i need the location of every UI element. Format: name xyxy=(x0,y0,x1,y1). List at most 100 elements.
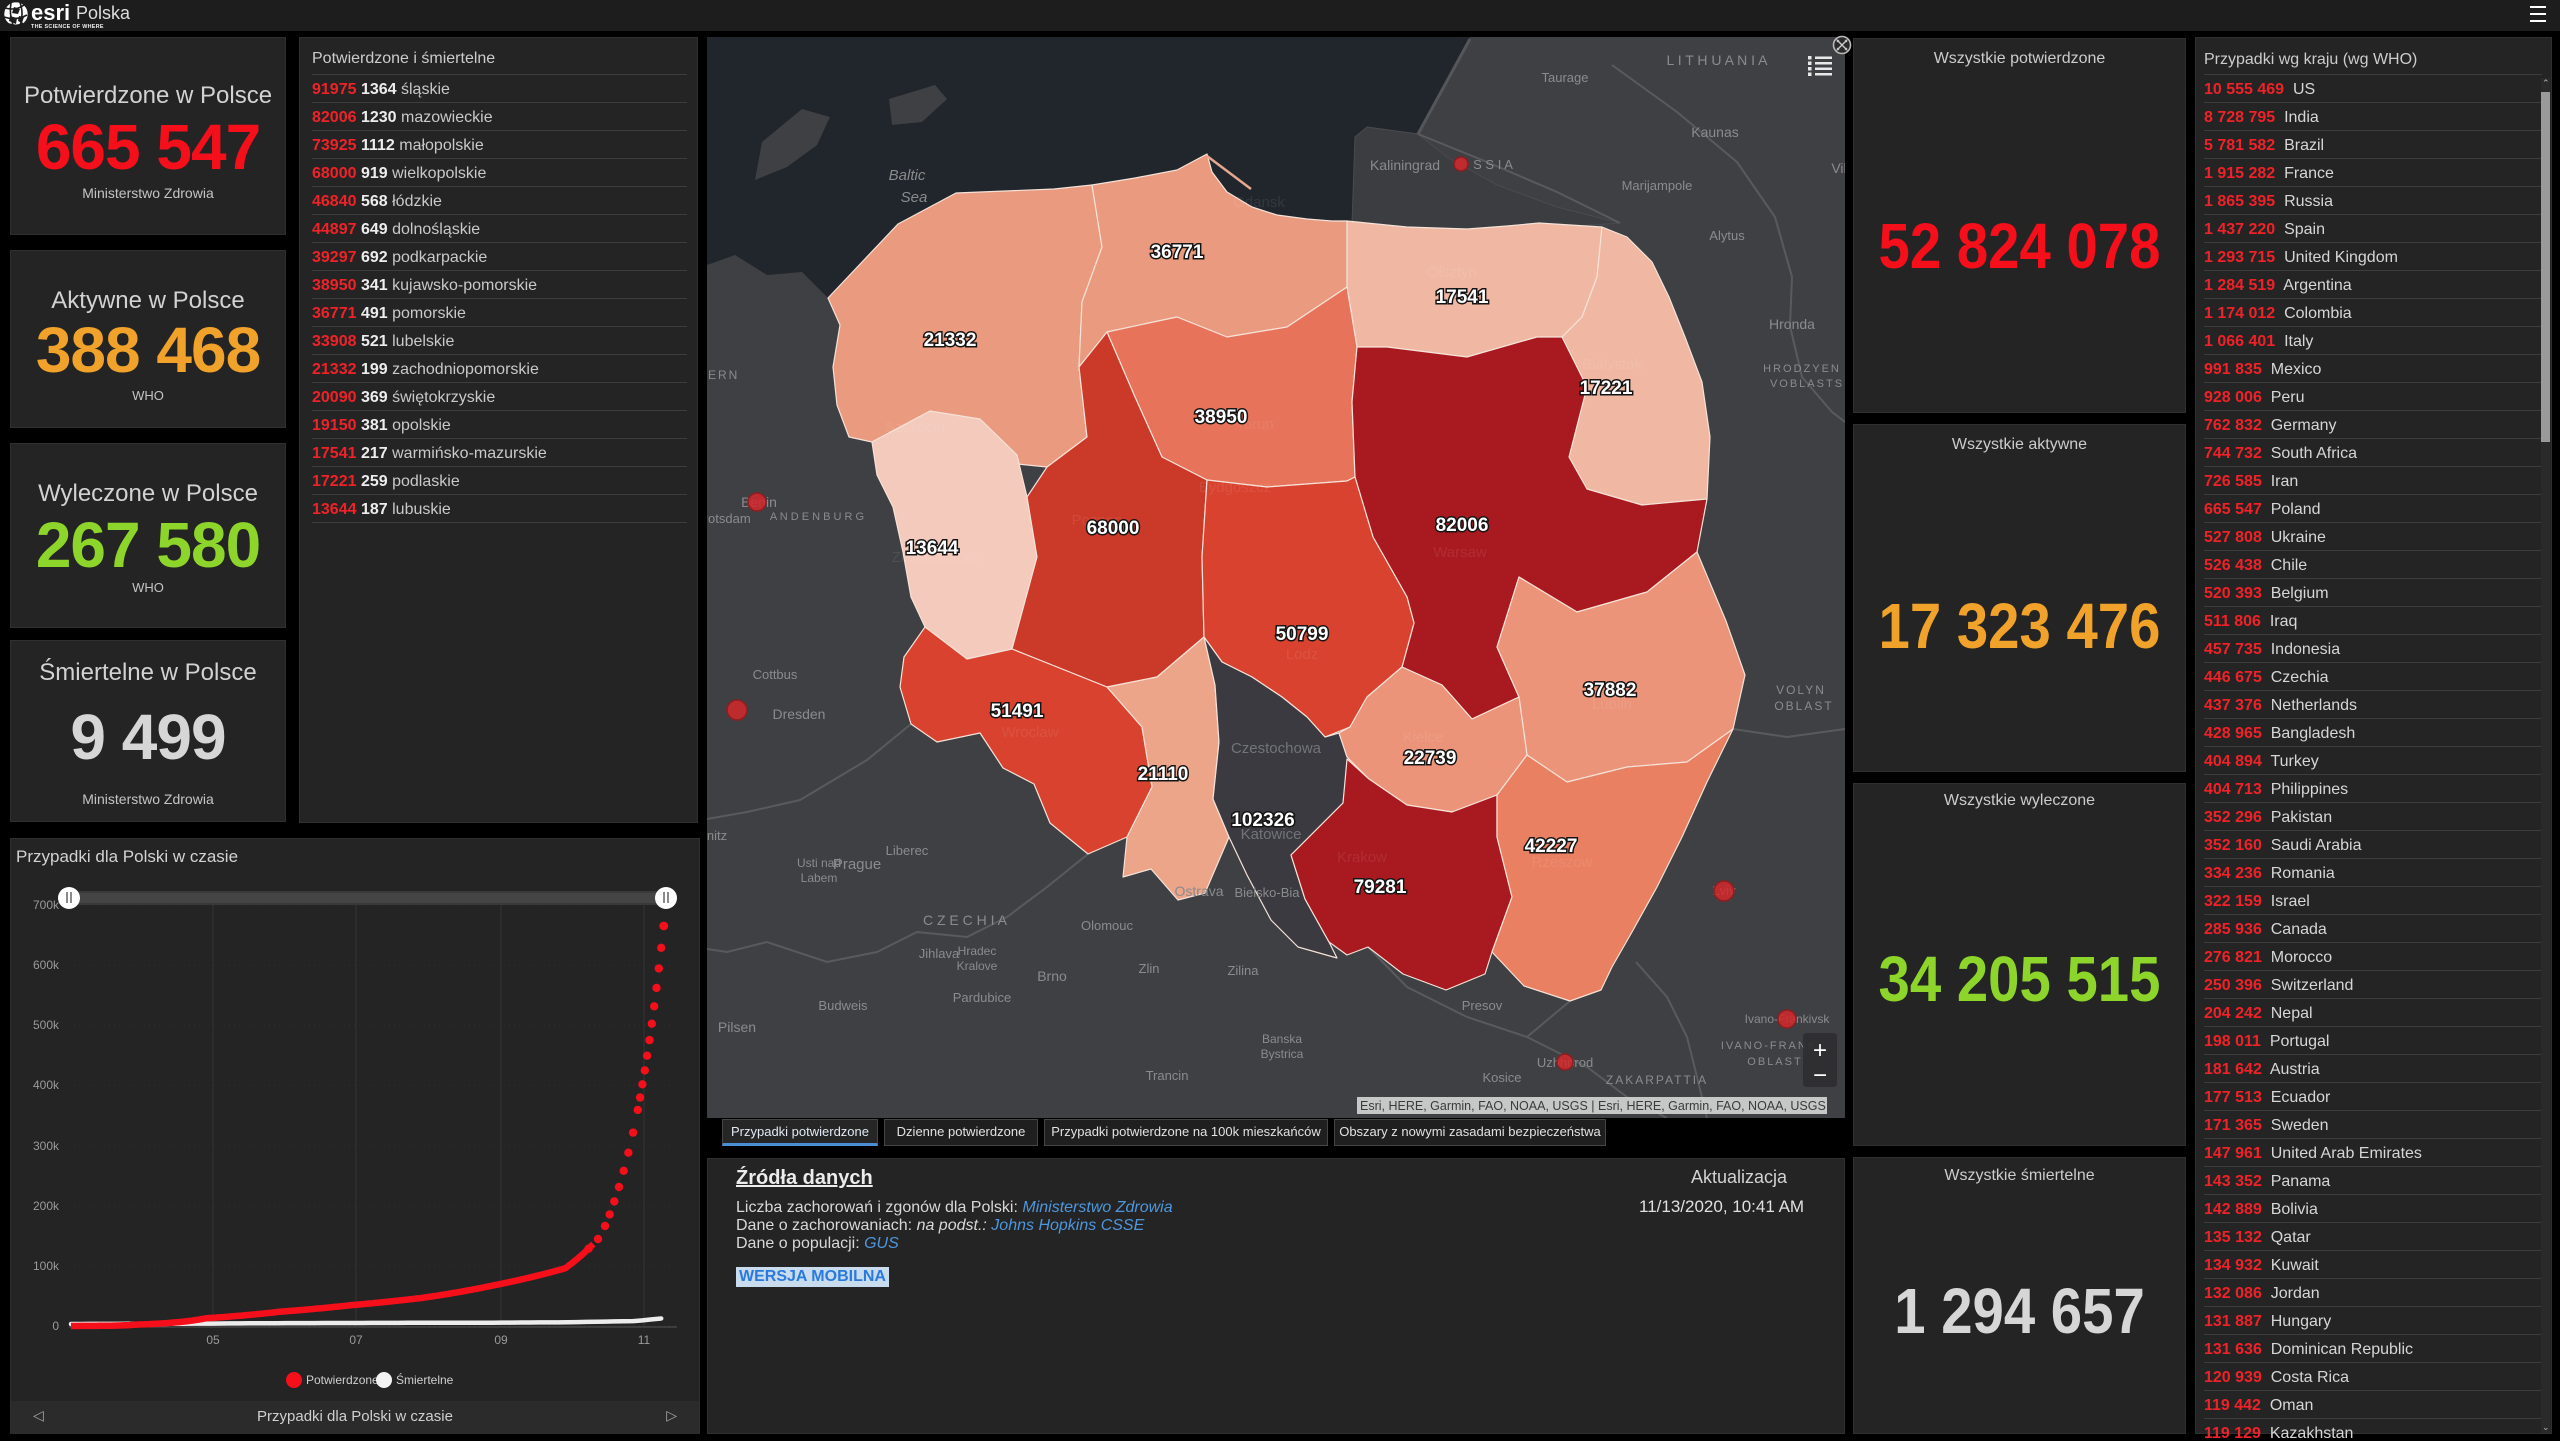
svg-text:200k: 200k xyxy=(33,1199,60,1213)
svg-text:600k: 600k xyxy=(33,958,60,972)
svg-text:Trancin: Trancin xyxy=(1146,1068,1189,1083)
svg-text:300k: 300k xyxy=(33,1139,60,1153)
svg-text:Budweis: Budweis xyxy=(818,998,868,1013)
svg-text:Olsztyn: Olsztyn xyxy=(1427,264,1477,281)
svg-text:Ostrava: Ostrava xyxy=(1174,883,1223,899)
svg-text:Rzeszow: Rzeszow xyxy=(1532,854,1593,871)
svg-text:Kosice: Kosice xyxy=(1482,1070,1521,1085)
svg-text:Cottbus: Cottbus xyxy=(753,667,798,682)
svg-text:100k: 100k xyxy=(33,1259,60,1273)
svg-text:13644: 13644 xyxy=(906,538,959,559)
svg-text:Zilina: Zilina xyxy=(1227,963,1259,978)
svg-text:Bialystok: Bialystok xyxy=(1582,356,1643,373)
svg-text:Lublin: Lublin xyxy=(1592,696,1632,713)
svg-text:21110: 21110 xyxy=(1138,764,1189,785)
svg-text:22739: 22739 xyxy=(1404,748,1457,769)
svg-text:400k: 400k xyxy=(33,1078,60,1092)
svg-text:Gdansk: Gdansk xyxy=(1233,194,1285,211)
svg-text:Taurage: Taurage xyxy=(1542,70,1589,85)
svg-text:Alytus: Alytus xyxy=(1709,228,1745,243)
svg-text:Bystrica: Bystrica xyxy=(1261,1047,1304,1061)
svg-text:VOBLASTS: VOBLASTS xyxy=(1770,378,1844,390)
svg-text:Pardubice: Pardubice xyxy=(953,990,1012,1005)
svg-text:L I T H U A N I A: L I T H U A N I A xyxy=(1667,52,1769,68)
svg-text:Szczecin: Szczecin xyxy=(885,419,945,436)
svg-text:Bydgoszcz: Bydgoszcz xyxy=(1199,479,1272,496)
svg-text:Kaliningrad: Kaliningrad xyxy=(1370,157,1440,173)
svg-text:07: 07 xyxy=(349,1333,363,1347)
svg-text:+: + xyxy=(1813,1037,1827,1064)
svg-text:09: 09 xyxy=(494,1333,508,1347)
svg-text:Banska: Banska xyxy=(1262,1032,1302,1046)
svg-text:Kaunas: Kaunas xyxy=(1691,124,1738,140)
svg-text:0: 0 xyxy=(52,1319,59,1333)
svg-text:42227: 42227 xyxy=(1525,836,1578,857)
svg-text:21332: 21332 xyxy=(924,330,977,351)
svg-text:Warsaw: Warsaw xyxy=(1433,544,1487,561)
svg-text:nitz: nitz xyxy=(707,828,727,843)
svg-text:esri: esri xyxy=(31,0,70,25)
svg-text:A N D E N B U R G: A N D E N B U R G xyxy=(770,511,864,523)
svg-text:ZAKARPATTIA: ZAKARPATTIA xyxy=(1606,1073,1708,1087)
svg-text:Marijampole: Marijampole xyxy=(1622,178,1693,193)
svg-text:Zielona Gora: Zielona Gora xyxy=(892,549,979,566)
svg-text:17221: 17221 xyxy=(1580,378,1633,399)
svg-text:700k: 700k xyxy=(33,898,60,912)
svg-text:Liberec: Liberec xyxy=(886,843,929,858)
svg-text:Vil: Vil xyxy=(1831,160,1845,176)
svg-text:Polska: Polska xyxy=(76,3,131,23)
svg-text:Zlin: Zlin xyxy=(1139,961,1160,976)
svg-text:Baltic: Baltic xyxy=(889,167,926,184)
svg-text:50799: 50799 xyxy=(1276,624,1329,645)
svg-text:C Z E C H I A: C Z E C H I A xyxy=(923,912,1008,928)
svg-text:Bielsko-Bia: Bielsko-Bia xyxy=(1234,885,1300,900)
svg-text:Jihlava: Jihlava xyxy=(919,946,960,961)
svg-text:S S I A: S S I A xyxy=(1473,157,1513,172)
svg-text:Krakow: Krakow xyxy=(1337,849,1387,866)
svg-text:Śmiertelne: Śmiertelne xyxy=(396,1372,454,1387)
svg-text:Hradec: Hradec xyxy=(958,944,997,958)
svg-text:VOLYN: VOLYN xyxy=(1776,683,1826,697)
svg-text:Lodz: Lodz xyxy=(1286,646,1319,663)
svg-text:Opole: Opole xyxy=(1139,769,1179,786)
svg-text:Labem: Labem xyxy=(801,871,838,885)
svg-text:500k: 500k xyxy=(33,1018,60,1032)
svg-text:Brno: Brno xyxy=(1037,968,1067,984)
svg-text:05: 05 xyxy=(206,1333,220,1347)
svg-text:Dresden: Dresden xyxy=(773,706,826,722)
svg-text:−: − xyxy=(1813,1062,1827,1089)
svg-text:HRODZYEN: HRODZYEN xyxy=(1763,363,1841,375)
svg-text:Sea: Sea xyxy=(901,189,928,206)
svg-text:Torun: Torun xyxy=(1236,416,1274,433)
svg-text:79281: 79281 xyxy=(1354,877,1407,898)
svg-text:OBLAST: OBLAST xyxy=(1774,699,1833,713)
svg-text:Esri, HERE, Garmin, FAO, NOAA,: Esri, HERE, Garmin, FAO, NOAA, USGS | Es… xyxy=(1360,1099,1826,1113)
svg-text:OBLAST: OBLAST xyxy=(1747,1056,1802,1068)
svg-text:102326: 102326 xyxy=(1231,810,1294,831)
svg-text:Potsdam: Potsdam xyxy=(707,511,751,526)
svg-text:THE SCIENCE OF WHERE: THE SCIENCE OF WHERE xyxy=(31,24,104,30)
svg-text:Potwierdzone: Potwierdzone xyxy=(306,1373,379,1387)
svg-text:Olomouc: Olomouc xyxy=(1081,918,1134,933)
svg-text:37882: 37882 xyxy=(1584,680,1637,701)
svg-text:68000: 68000 xyxy=(1087,518,1140,539)
svg-text:Kielce: Kielce xyxy=(1403,729,1444,746)
svg-text:Presov: Presov xyxy=(1462,998,1503,1013)
svg-text:Pilsen: Pilsen xyxy=(718,1019,756,1035)
svg-text:Czestochowa: Czestochowa xyxy=(1231,740,1322,757)
svg-text:Katowice: Katowice xyxy=(1241,826,1302,843)
svg-text:Prague: Prague xyxy=(833,856,881,873)
svg-text:11: 11 xyxy=(638,1333,651,1347)
svg-text:51491: 51491 xyxy=(991,701,1044,722)
svg-text:38950: 38950 xyxy=(1195,407,1248,428)
svg-text:17541: 17541 xyxy=(1436,287,1489,308)
svg-text:Poznan: Poznan xyxy=(1072,512,1123,529)
svg-text:Wroclaw: Wroclaw xyxy=(1001,724,1058,741)
svg-text:Usti nad: Usti nad xyxy=(797,856,841,870)
svg-text:82006: 82006 xyxy=(1436,515,1489,536)
svg-text:Kralove: Kralove xyxy=(957,959,998,973)
svg-text:36771: 36771 xyxy=(1151,242,1204,263)
svg-text:IVANO-FRANK: IVANO-FRANK xyxy=(1721,1040,1817,1052)
svg-text:Hronda: Hronda xyxy=(1769,316,1815,332)
